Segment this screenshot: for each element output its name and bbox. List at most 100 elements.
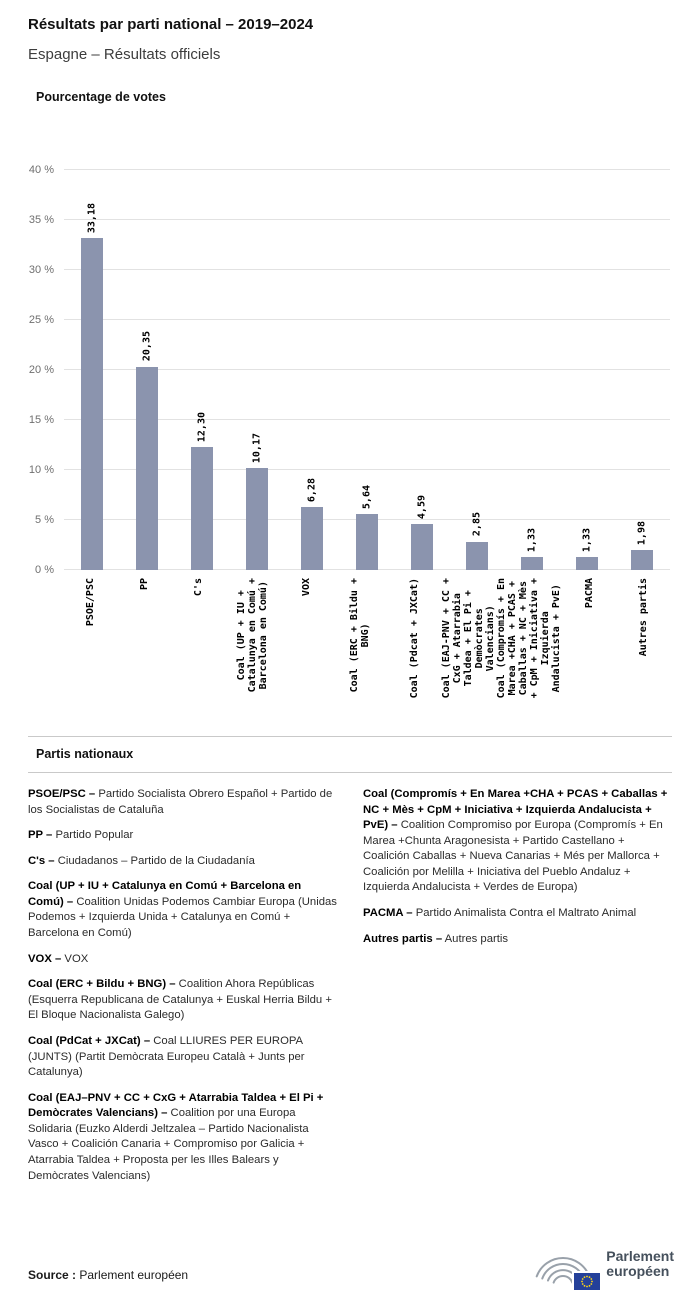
bar-value-label: 10,17 [251, 433, 263, 464]
source-line: Source : Parlement européen [28, 1268, 188, 1282]
y-tick-label: 0 % [35, 564, 54, 576]
legend-description: Coalition Unidas Podemos Cambiar Europa … [28, 895, 337, 940]
bar-column: 10,17 [229, 170, 284, 570]
legend-description: Coalition por una Europa Solidaria (Euzk… [28, 1107, 309, 1182]
bars: 33,18 20,35 12,30 10,17 6,28 5,64 4,59 2,85 1,33… [64, 170, 670, 570]
header: Résultats par parti national – 2019–2024… [0, 0, 700, 63]
bar-value-label: 12,30 [196, 411, 208, 442]
bar-category-label: VOX [301, 578, 312, 597]
chart: 0 % 5 % 10 % 15 % 20 % 25 % 30 % 35 % 40 % 33,18 2… [29, 164, 670, 576]
bar-column: 12,30 [174, 170, 229, 570]
bar-value-label: 2,85 [471, 512, 483, 537]
bar-category-label: Coal (ERC + Bildu + BNG) [349, 578, 372, 693]
source-label: Source : [28, 1268, 77, 1282]
bar-value-label: 6,28 [306, 478, 318, 503]
bar-category-label: Coal (UP + IU + Catalunya en Comú + Barc… [236, 578, 270, 693]
bar-value-label: 1,33 [526, 527, 538, 552]
x-axis-category: Coal (Compromís + En Marea +CHA + PCAS +… [496, 578, 562, 726]
legend-item: PSOE/PSC – Partido Socialista Obrero Esp… [28, 787, 337, 818]
bar-category-label: PACMA [583, 578, 595, 609]
x-axis-category: Coal (Pdcat + JXCat) [387, 578, 441, 726]
bar-category-label: Coal (Compromís + En Marea +CHA + PCAS +… [496, 578, 563, 699]
legend-description: Coal LLIURES PER EUROPA (JUNTS) (Partit … [28, 1034, 305, 1079]
bar-value-label: 20,35 [141, 331, 153, 362]
x-axis-category: Autres partis [616, 578, 670, 726]
x-axis-category: Coal (EAJ-PNV + CC + CxG + Atarrabia Tal… [441, 578, 496, 726]
legend-description: Coalition Compromiso por Europa (Comprom… [363, 819, 663, 894]
plot-area: 0 % 5 % 10 % 15 % 20 % 25 % 30 % 35 % 40 % 33,18 2… [29, 164, 670, 576]
y-tick-label: 20 % [28, 364, 54, 376]
bar [245, 468, 268, 570]
legend-column-left: PSOE/PSC – Partido Socialista Obrero Esp… [28, 787, 337, 1194]
eu-flag-icon [574, 1273, 601, 1290]
bar [300, 507, 323, 570]
legend-column-right: Coal (Compromís + En Marea +CHA + PCAS +… [363, 787, 672, 1194]
legend-description: Partido Popular [55, 829, 134, 842]
legend-term: Coal (Compromís + En Marea +CHA + PCAS +… [363, 788, 668, 832]
y-tick-label: 5 % [35, 514, 54, 526]
legend-description: Partido Animalista Contra el Maltrato An… [415, 907, 637, 920]
x-axis-labels: PSOE/PSC PP C's Coal (UP + IU + Catalunya e… [64, 578, 670, 726]
legend-term: PSOE/PSC – [28, 788, 96, 800]
legend-description: Autres partis [444, 932, 509, 945]
bar [631, 550, 654, 570]
gridline [64, 269, 670, 270]
bar [576, 556, 599, 570]
bar-value-label: 4,59 [416, 495, 428, 520]
y-tick-label: 30 % [28, 264, 54, 276]
bar-category-label: PP [139, 578, 151, 591]
bar-category-label: C's [193, 578, 205, 597]
source-value: Parlement européen [79, 1268, 189, 1282]
gridline [64, 219, 670, 220]
hemicycle-icon [530, 1240, 601, 1290]
bar [80, 238, 103, 570]
legend-description: Ciudadanos – Partido de la Ciudadanía [57, 854, 255, 867]
legend-item: Coal (Compromís + En Marea +CHA + PCAS +… [363, 787, 672, 896]
x-axis-category: PP [118, 578, 172, 726]
bar-value-label: 1,33 [581, 527, 593, 552]
bar-category-label: Autres partis [637, 578, 649, 657]
bar-column: 4,59 [395, 170, 450, 570]
legend-term: PACMA – [363, 907, 413, 920]
bar-column: 20,35 [119, 170, 174, 570]
bar-value-label: 33,18 [86, 203, 98, 234]
legend-item: Coal (UP + IU + Catalunya en Comú + Barc… [28, 879, 337, 941]
page-title: Résultats par parti national – 2019–2024 [28, 16, 314, 33]
bar-category-label: Coal (Pdcat + JXCat) [408, 578, 420, 699]
bar-value-label: 5,64 [361, 484, 373, 509]
legend-item: PP – Partido Popular [28, 828, 337, 844]
bar-column: 1,98 [615, 170, 670, 570]
legend-description: VOX [64, 952, 89, 965]
bar-value-label: 1,98 [636, 521, 648, 546]
logo-text-line2: européen [606, 1263, 670, 1279]
legend-item: Coal (EAJ–PNV + CC + CxG + Atarrabia Tal… [28, 1091, 337, 1184]
bar [190, 447, 213, 570]
hemicycle-arcs-icon [535, 1257, 591, 1284]
legend-item: VOX – VOX [28, 952, 337, 968]
bar-column: 2,85 [450, 170, 505, 570]
chart-heading: Pourcentage de votes [36, 90, 166, 104]
legend-item: PACMA – Partido Animalista Contra el Mal… [363, 906, 672, 922]
gridline [64, 469, 670, 470]
legend-item: Coal (PdCat + JXCat) – Coal LLIURES PER … [28, 1034, 337, 1081]
gridline [64, 169, 670, 170]
y-tick-label: 25 % [28, 314, 54, 326]
page-subtitle: Espagne – Résultats officiels [28, 46, 221, 63]
legend: PSOE/PSC – Partido Socialista Obrero Esp… [0, 773, 700, 1194]
x-axis-category: PSOE/PSC [64, 578, 118, 726]
bar [521, 556, 544, 570]
x-axis-category: VOX [280, 578, 334, 726]
bar-column: 6,28 [284, 170, 339, 570]
legend-term: VOX – [28, 952, 62, 965]
logo-text: Parlement européen [606, 1249, 674, 1279]
bar-column: 33,18 [64, 170, 119, 570]
legend-term: Coal (ERC + Bildu + BNG) – [28, 978, 176, 991]
bar-column: 1,33 [505, 170, 560, 570]
legend-term: Coal (UP + IU + Catalunya en Comú + Barc… [28, 880, 302, 908]
legend-term: Coal (EAJ–PNV + CC + CxG + Atarrabia Tal… [28, 1091, 324, 1120]
bar [411, 524, 434, 570]
bar-column: 5,64 [339, 170, 394, 570]
bar-column: 1,33 [560, 170, 615, 570]
x-axis-category: Coal (UP + IU + Catalunya en Comú + Barc… [226, 578, 280, 726]
